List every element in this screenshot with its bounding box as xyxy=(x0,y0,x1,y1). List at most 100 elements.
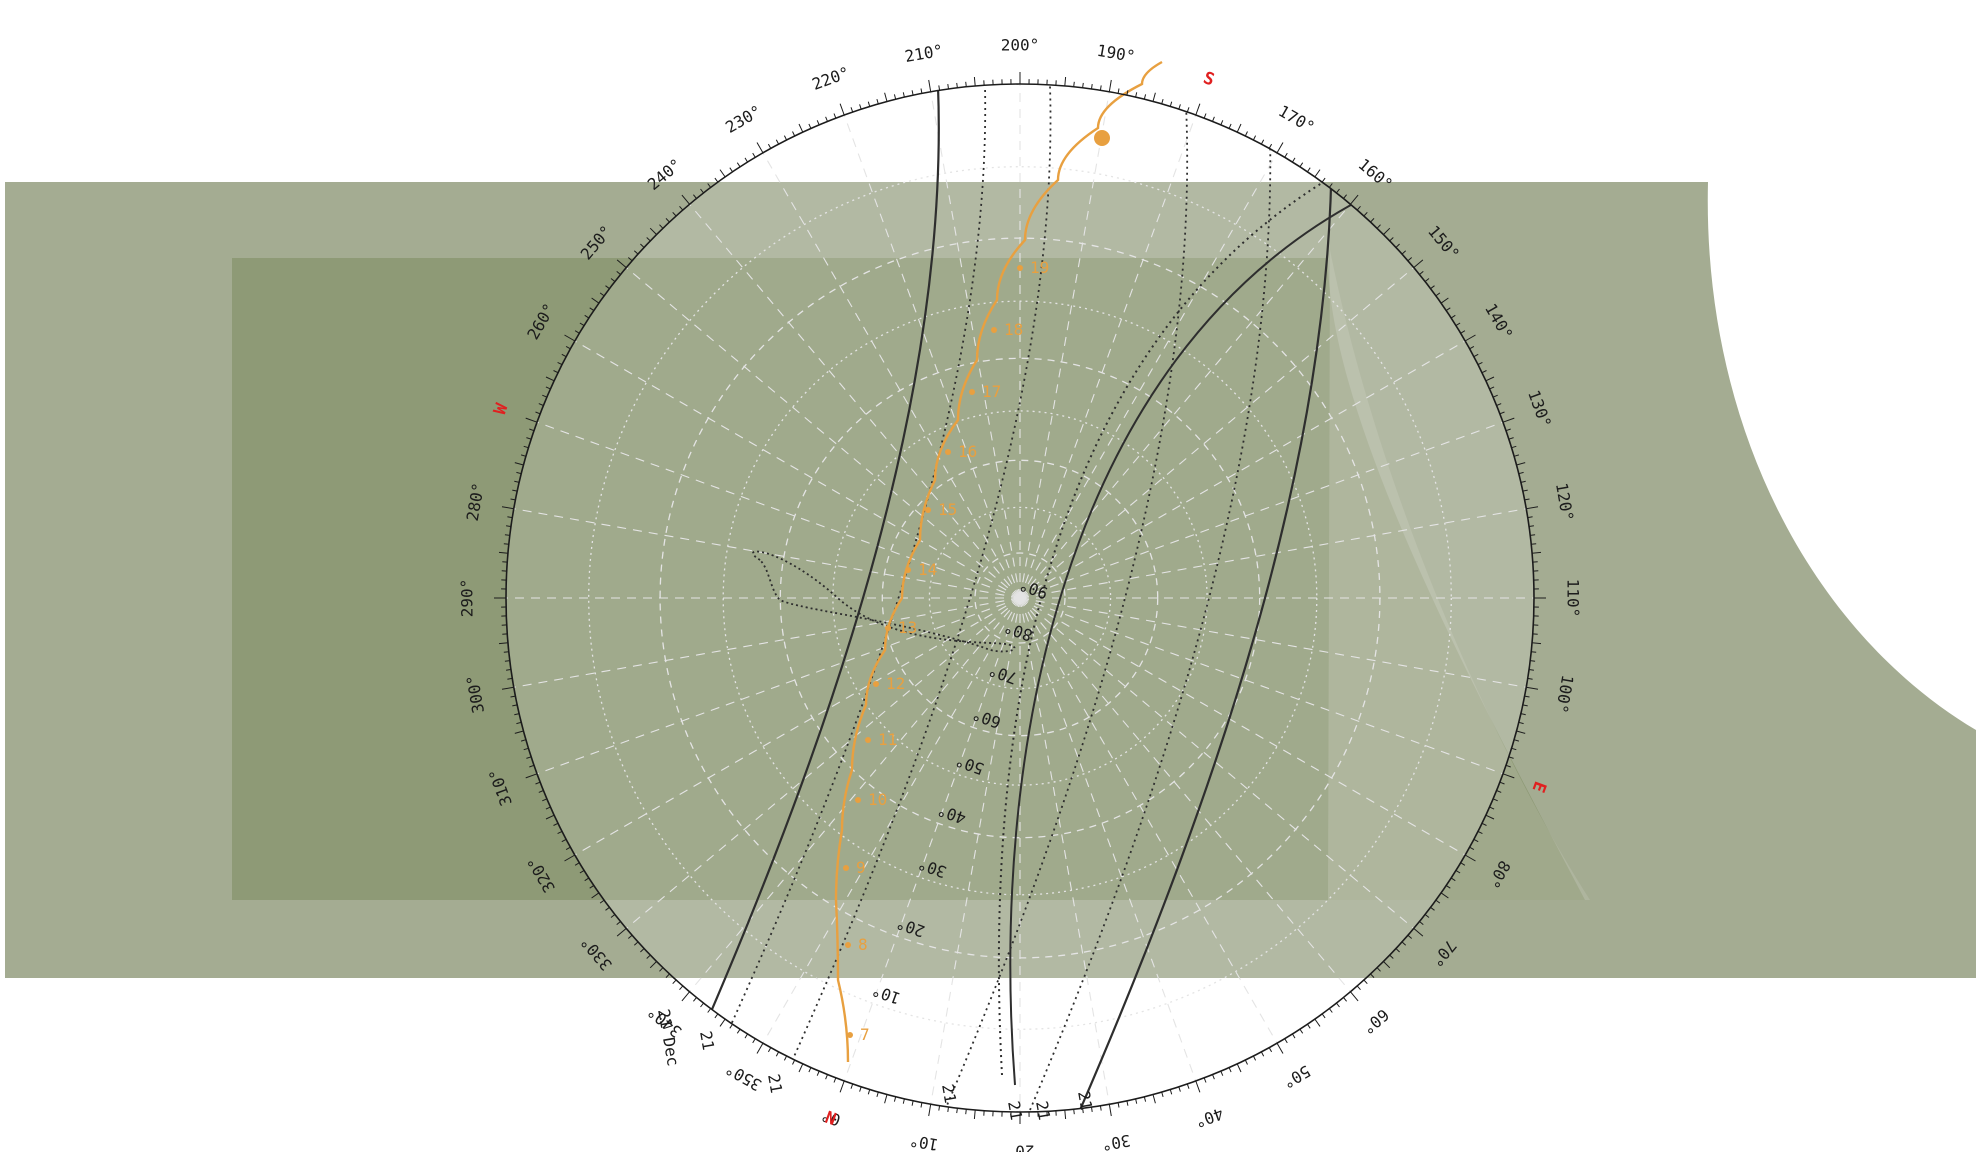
azimuth-tick xyxy=(720,170,725,177)
azimuth-tick xyxy=(1144,94,1145,99)
azimuth-label: 350° xyxy=(722,1059,765,1095)
hour-marker xyxy=(945,449,951,455)
azimuth-tick xyxy=(737,163,740,167)
azimuth-label: 170° xyxy=(1275,101,1318,137)
azimuth-tick xyxy=(1344,998,1347,1002)
azimuth-tick xyxy=(1162,1092,1163,1097)
azimuth-tick xyxy=(826,117,828,122)
hour-marker xyxy=(969,389,975,395)
azimuth-tick xyxy=(860,104,862,109)
azimuth-tick xyxy=(1213,117,1215,122)
azimuth-tick xyxy=(1162,99,1163,104)
azimuth-tick xyxy=(1187,1084,1189,1089)
date-label: 21 xyxy=(764,1072,786,1094)
azimuth-tick xyxy=(957,1108,958,1113)
azimuth-tick xyxy=(1100,1106,1101,1111)
azimuth-tick xyxy=(894,94,895,99)
hour-marker xyxy=(847,1032,853,1038)
azimuth-tick xyxy=(701,1003,704,1007)
azimuth-tick xyxy=(1292,1034,1295,1038)
azimuth-tick xyxy=(877,99,878,104)
hour-label: 15 xyxy=(938,500,957,519)
date-label: 21 Dec xyxy=(654,1007,683,1067)
hour-label: 19 xyxy=(1030,258,1049,277)
azimuth-tick xyxy=(834,1078,836,1083)
azimuth-tick xyxy=(730,1024,733,1028)
azimuth-tick xyxy=(799,1064,803,1072)
azimuth-tick xyxy=(929,80,931,92)
azimuth-tick xyxy=(737,1029,740,1033)
azimuth-tick xyxy=(1136,1099,1137,1104)
hour-label: 9 xyxy=(856,858,866,877)
azimuth-tick xyxy=(505,661,510,662)
azimuth-tick xyxy=(1170,1090,1171,1095)
azimuth-tick xyxy=(826,1075,828,1080)
azimuth-tick xyxy=(1531,544,1536,545)
azimuth-tick xyxy=(1357,986,1360,990)
azimuth-tick xyxy=(1213,1075,1215,1080)
azimuth-label: 230° xyxy=(722,101,765,137)
hour-marker xyxy=(1017,265,1023,271)
azimuth-tick xyxy=(877,1092,878,1097)
azimuth-tick xyxy=(768,1048,770,1052)
azimuth-tick xyxy=(1083,83,1084,88)
azimuth-label: 10° xyxy=(908,1131,940,1152)
azimuth-tick xyxy=(1285,1039,1288,1043)
azimuth-tick xyxy=(1237,124,1241,132)
date-label: 21 xyxy=(1074,1089,1096,1111)
azimuth-tick xyxy=(1292,158,1295,162)
azimuth-tick xyxy=(1329,1009,1332,1013)
azimuth-tick xyxy=(753,1039,756,1043)
azimuth-tick xyxy=(1277,1043,1283,1053)
azimuth-tick xyxy=(506,670,511,671)
azimuth-tick xyxy=(1529,526,1534,527)
azimuth-label: 200° xyxy=(1001,36,1040,55)
date-label: 21 xyxy=(1004,1099,1026,1121)
azimuth-tick xyxy=(745,1034,748,1038)
azimuth-tick xyxy=(768,144,770,148)
hour-label: 11 xyxy=(878,730,897,749)
azimuth-tick xyxy=(1245,1060,1247,1065)
hour-label: 14 xyxy=(918,560,937,579)
azimuth-label: 30° xyxy=(1100,1131,1132,1152)
azimuth-label: 220° xyxy=(810,63,853,94)
azimuth-tick xyxy=(1253,136,1255,140)
hour-label: 7 xyxy=(860,1025,870,1044)
azimuth-tick xyxy=(1300,163,1303,167)
hour-marker xyxy=(885,625,891,631)
hour-label: 12 xyxy=(886,674,905,693)
azimuth-tick xyxy=(1118,89,1119,94)
azimuth-tick xyxy=(793,132,795,137)
azimuth-tick xyxy=(912,1101,913,1106)
azimuth-tick xyxy=(948,84,949,89)
azimuth-tick xyxy=(1530,661,1535,662)
hour-marker xyxy=(991,327,997,333)
azimuth-tick xyxy=(680,986,683,990)
azimuth-label: 110° xyxy=(1564,579,1583,618)
azimuth-tick xyxy=(817,1071,819,1076)
azimuth-tick xyxy=(929,1104,931,1116)
date-label: 21 xyxy=(938,1082,960,1104)
sun-position-marker xyxy=(1094,130,1110,146)
azimuth-tick xyxy=(1285,153,1288,157)
azimuth-tick xyxy=(974,1110,975,1119)
date-label: 21 xyxy=(696,1029,718,1051)
azimuth-tick xyxy=(1269,1048,1271,1052)
azimuth-tick xyxy=(1229,124,1231,128)
hour-label: 13 xyxy=(898,618,917,637)
date-label: 21 xyxy=(1032,1099,1054,1121)
azimuth-tick xyxy=(776,140,778,144)
azimuth-tick xyxy=(1237,1064,1241,1072)
azimuth-tick xyxy=(868,1090,869,1095)
azimuth-tick xyxy=(1261,1052,1263,1056)
azimuth-tick xyxy=(1315,170,1320,177)
azimuth-tick xyxy=(504,652,509,653)
azimuth-tick xyxy=(745,158,748,162)
azimuth-tick xyxy=(715,1014,718,1018)
hour-label: 10 xyxy=(868,790,887,809)
azimuth-tick xyxy=(757,143,763,153)
azimuth-tick xyxy=(1204,1078,1206,1083)
azimuth-tick xyxy=(720,1019,725,1026)
